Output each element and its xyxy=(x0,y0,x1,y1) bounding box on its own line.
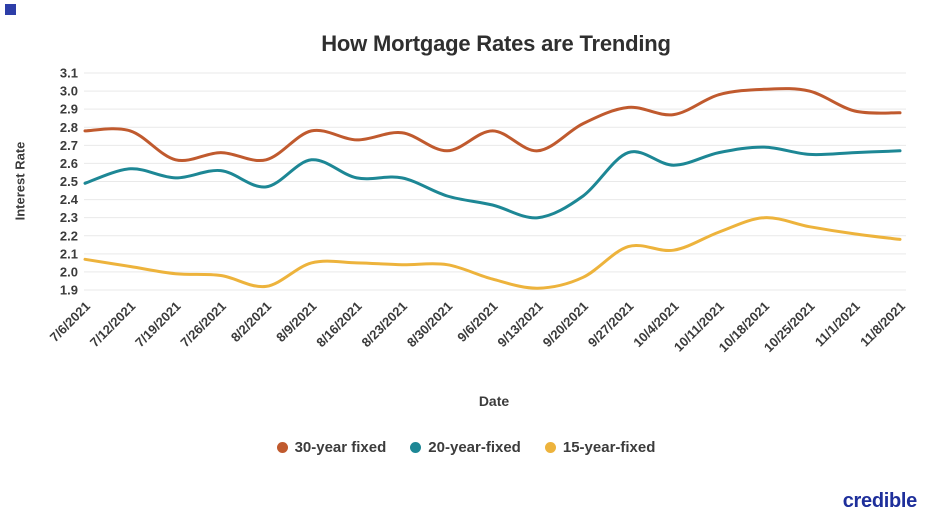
svg-text:3.0: 3.0 xyxy=(60,84,78,99)
svg-text:7/26/2021: 7/26/2021 xyxy=(177,299,229,351)
svg-text:8/2/2021: 8/2/2021 xyxy=(228,299,274,345)
svg-text:8/9/2021: 8/9/2021 xyxy=(273,299,319,345)
legend-item-30-year-fixed: 30-year fixed xyxy=(276,439,387,456)
svg-text:11/1/2021: 11/1/2021 xyxy=(812,299,863,350)
svg-text:2.1: 2.1 xyxy=(60,246,78,261)
legend: 30-year fixed 20-year-fixed 15-year-fixe… xyxy=(0,439,932,456)
svg-text:2.2: 2.2 xyxy=(60,228,78,243)
svg-text:2.3: 2.3 xyxy=(60,210,78,225)
credible-logo: credible xyxy=(842,490,918,512)
chart-title: How Mortgage Rates are Trending xyxy=(321,31,671,56)
svg-text:8/30/2021: 8/30/2021 xyxy=(404,299,456,351)
x-axis-label: Date xyxy=(478,393,510,409)
svg-text:1.9: 1.9 xyxy=(60,283,78,298)
svg-text:7/19/2021: 7/19/2021 xyxy=(132,299,184,351)
legend-item-20-year-fixed: 20-year-fixed xyxy=(410,439,521,456)
svg-text:2.5: 2.5 xyxy=(60,174,78,189)
svg-text:8/23/2021: 8/23/2021 xyxy=(359,299,411,351)
svg-text:9/20/2021: 9/20/2021 xyxy=(540,299,592,351)
legend-label: 20-year-fixed xyxy=(428,439,521,456)
legend-label: 30-year fixed xyxy=(294,439,387,456)
svg-text:7/6/2021: 7/6/2021 xyxy=(47,299,93,345)
legend-dot-icon xyxy=(276,442,288,453)
legend-label: 15-year-fixed xyxy=(562,439,656,456)
svg-text:2.7: 2.7 xyxy=(60,138,78,153)
svg-text:2.8: 2.8 xyxy=(60,120,78,135)
svg-text:9/13/2021: 9/13/2021 xyxy=(494,299,546,351)
line-chart-plot-area: 1.9 2.0 2.1 2.2 2.3 2.4 2.5 2.6 2.7 2.8 2.9 3.0 3.1 7… xyxy=(47,66,908,356)
svg-text:11/8/2021: 11/8/2021 xyxy=(857,299,908,350)
svg-text:9/27/2021: 9/27/2021 xyxy=(585,299,637,351)
svg-text:3.1: 3.1 xyxy=(60,66,78,81)
svg-text:2.9: 2.9 xyxy=(60,102,78,117)
svg-text:7/12/2021: 7/12/2021 xyxy=(87,299,139,351)
svg-text:2.6: 2.6 xyxy=(60,156,78,171)
svg-text:2.4: 2.4 xyxy=(60,192,79,207)
legend-item-15-year-fixed: 15-year-fixed xyxy=(544,439,656,456)
svg-text:8/16/2021: 8/16/2021 xyxy=(313,299,365,351)
corner-accent-square xyxy=(5,4,16,15)
legend-dot-icon xyxy=(410,442,422,453)
svg-text:2.0: 2.0 xyxy=(60,264,78,279)
svg-text:9/6/2021: 9/6/2021 xyxy=(454,299,500,345)
legend-dot-icon xyxy=(544,442,556,453)
